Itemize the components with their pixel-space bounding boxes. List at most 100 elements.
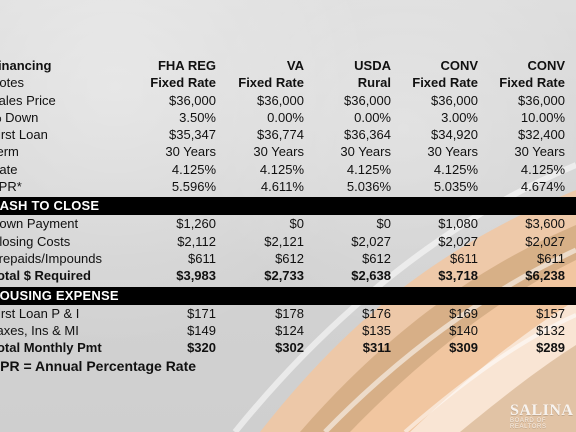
notes-col-5: Fixed Rate xyxy=(499,75,565,91)
apr-footnote: APR = Annual Percentage Rate xyxy=(0,358,197,374)
row-label: Prepaids/Impounds xyxy=(0,250,103,266)
table-cell: 30 Years xyxy=(340,144,391,160)
logo-text: SALINA xyxy=(510,402,574,419)
table-cell: $289 xyxy=(536,340,565,356)
row-label: Term xyxy=(0,144,19,160)
table-cell: $36,364 xyxy=(344,127,391,143)
notes-col-2: Fixed Rate xyxy=(238,75,304,91)
financing-table: Financing FHA REG VA USDA CONV CONV Note… xyxy=(0,57,576,356)
table-row-rate: Rate 4.125% 4.125% 4.125% 4.125% 4.125% xyxy=(0,161,576,178)
table-cell: $149 xyxy=(187,322,216,338)
table-cell: 30 Years xyxy=(165,144,216,160)
header-col-3: USDA xyxy=(354,58,391,73)
table-row-sales-price: Sales Price $36,000 $36,000 $36,000 $36,… xyxy=(0,92,576,109)
table-row-first-loan-pi: First Loan P & I $171 $178 $176 $169 $15… xyxy=(0,305,576,322)
table-cell: 4.125% xyxy=(259,161,304,177)
table-cell: $0 xyxy=(289,216,304,232)
salina-logo: SALINA BOARD OF REALTORS xyxy=(510,402,573,430)
table-cell: $0 xyxy=(376,216,391,232)
table-row-total-monthly-pmt: Total Monthly Pmt $320 $302 $311 $309 $2… xyxy=(0,339,576,356)
table-cell: $36,000 xyxy=(431,92,478,108)
table-cell: $132 xyxy=(536,322,565,338)
table-row-apr: APR* 5.596% 4.611% 5.036% 5.035% 4.674% xyxy=(0,178,576,195)
row-label: Notes xyxy=(0,75,24,91)
table-cell: $2,027 xyxy=(525,233,565,249)
table-cell: $1,080 xyxy=(438,216,478,232)
section-header-cash-to-close: CASH TO CLOSE xyxy=(0,197,576,216)
table-row-first-loan: First Loan $35,347 $36,774 $36,364 $34,9… xyxy=(0,126,576,143)
table-cell: $3,718 xyxy=(438,268,478,284)
table-cell: 0.00% xyxy=(354,109,391,125)
table-cell: 3.00% xyxy=(441,109,478,125)
table-cell: $36,000 xyxy=(257,92,304,108)
row-label: Taxes, Ins & MI xyxy=(0,322,79,338)
table-cell: 4.611% xyxy=(260,179,304,195)
table-cell: 3.50% xyxy=(179,109,216,125)
table-row-down-payment: Down Payment $1,260 $0 $0 $1,080 $3,600 xyxy=(0,215,576,232)
section-title: CASH TO CLOSE xyxy=(0,198,100,214)
table-cell: 30 Years xyxy=(427,144,478,160)
row-label: Down Payment xyxy=(0,216,79,232)
table-cell: $3,600 xyxy=(525,216,565,232)
table-cell: $2,121 xyxy=(264,233,304,249)
table-cell: $311 xyxy=(362,340,391,356)
table-cell: 30 Years xyxy=(514,144,565,160)
table-cell: $34,920 xyxy=(431,127,478,143)
section-header-housing-expense: HOUSING EXPENSE xyxy=(0,286,576,305)
table-cell: 4.674% xyxy=(520,179,565,195)
table-cell: $36,000 xyxy=(169,92,216,108)
table-cell: $611 xyxy=(188,250,216,266)
table-cell: $135 xyxy=(362,322,391,338)
table-cell: 4.125% xyxy=(520,161,565,177)
table-cell: $36,774 xyxy=(257,127,304,143)
table-cell: $611 xyxy=(450,250,478,266)
row-label: APR* xyxy=(0,179,22,195)
table-cell: $320 xyxy=(187,340,216,356)
table-cell: $2,027 xyxy=(438,233,478,249)
table-cell: $2,733 xyxy=(264,268,304,284)
table-cell: 10.00% xyxy=(520,109,565,125)
notes-col-4: Fixed Rate xyxy=(412,75,478,91)
table-cell: $3,983 xyxy=(176,268,216,284)
table-cell: $6,238 xyxy=(525,268,565,284)
table-cell: $612 xyxy=(275,250,304,266)
header-col-5: CONV xyxy=(527,58,565,73)
table-header-row: Financing FHA REG VA USDA CONV CONV xyxy=(0,57,576,74)
table-cell: $36,000 xyxy=(518,92,565,108)
row-label: Closing Costs xyxy=(0,233,71,249)
notes-col-3: Rural xyxy=(357,75,391,91)
header-col-4: CONV xyxy=(440,58,478,73)
header-col-1: FHA REG xyxy=(157,58,216,73)
table-row-prepaids-impounds: Prepaids/Impounds $611 $612 $612 $611 $6… xyxy=(0,250,576,267)
table-row-term: Term 30 Years 30 Years 30 Years 30 Years… xyxy=(0,143,576,160)
table-cell: 30 Years xyxy=(253,144,304,160)
table-row-total-required: Total $ Required $3,983 $2,733 $2,638 $3… xyxy=(0,267,576,284)
table-cell: $612 xyxy=(362,250,391,266)
logo-subtext: BOARD OF REALTORS xyxy=(510,418,547,430)
table-cell: $611 xyxy=(537,250,565,266)
table-cell: $2,027 xyxy=(351,233,391,249)
table-cell: $178 xyxy=(275,305,304,321)
notes-col-1: Fixed Rate xyxy=(150,75,216,91)
table-cell: $32,400 xyxy=(518,127,565,143)
table-cell: $309 xyxy=(449,340,478,356)
row-label: First Loan xyxy=(0,127,48,143)
row-label: Rate xyxy=(0,161,18,177)
table-cell: $2,638 xyxy=(351,268,391,284)
table-cell: 5.596% xyxy=(171,179,216,195)
table-cell: $157 xyxy=(536,305,565,321)
table-cell: $2,112 xyxy=(177,233,216,249)
notes-row: Notes Fixed Rate Fixed Rate Rural Fixed … xyxy=(0,74,576,91)
header-col-2: VA xyxy=(286,58,304,73)
table-cell: $36,000 xyxy=(344,92,391,108)
table-cell: 4.125% xyxy=(346,161,391,177)
table-cell: $35,347 xyxy=(169,127,216,143)
table-cell: $124 xyxy=(275,322,304,338)
table-cell: $171 xyxy=(187,305,216,321)
table-cell: $1,260 xyxy=(176,216,216,232)
table-cell: 4.125% xyxy=(171,161,216,177)
table-row-closing-costs: Closing Costs $2,112 $2,121 $2,027 $2,02… xyxy=(0,233,576,250)
table-cell: $140 xyxy=(449,322,478,338)
table-row-percent-down: % Down 3.50% 0.00% 0.00% 3.00% 10.00% xyxy=(0,109,576,126)
table-cell: $169 xyxy=(449,305,478,321)
